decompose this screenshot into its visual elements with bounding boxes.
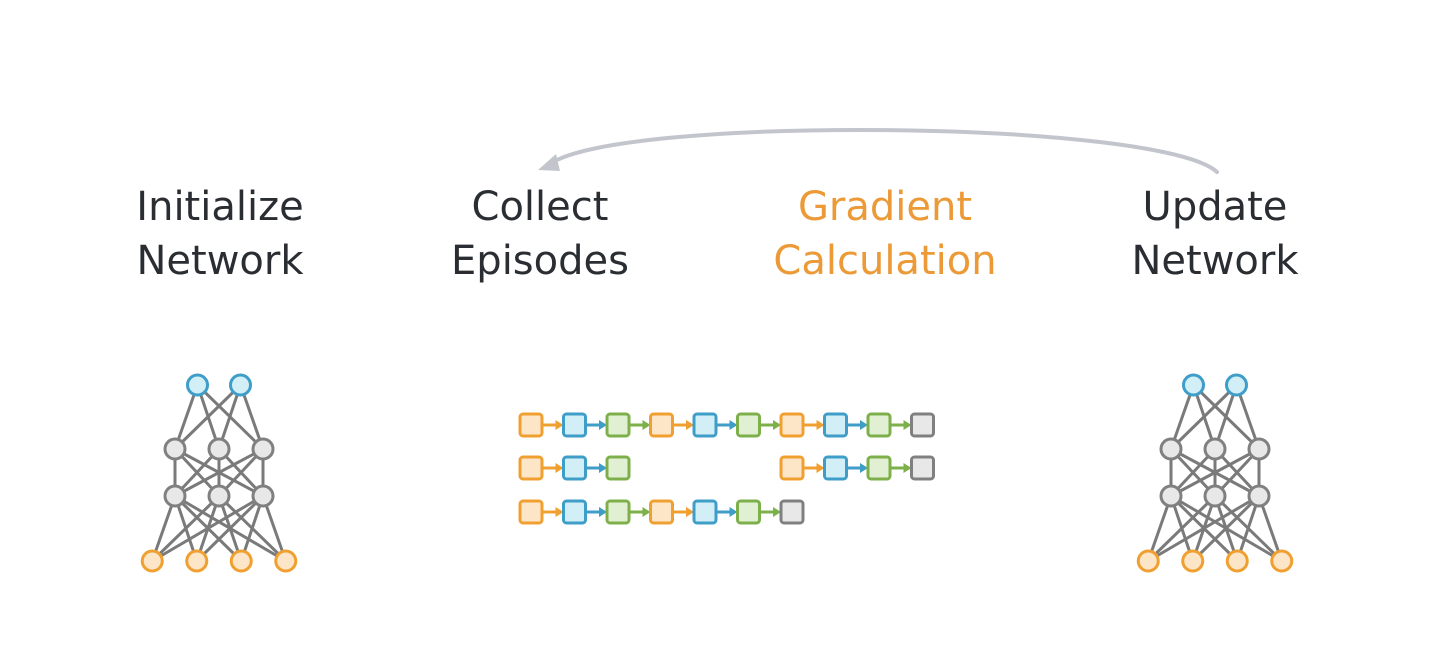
initial-network-edge xyxy=(151,494,264,563)
updated-network-node-hidden xyxy=(1203,437,1227,461)
initial-network-node-input xyxy=(140,549,164,573)
updated-network-edge xyxy=(1170,447,1260,498)
episode-step-green xyxy=(866,412,892,438)
step-update-network: Update Network xyxy=(1131,180,1298,288)
loop-arrow-line xyxy=(548,127,1219,174)
episode-arrow-head xyxy=(773,420,781,430)
episode-arrow-head xyxy=(816,463,825,473)
episode-step-orange xyxy=(649,412,674,438)
initial-network-node-hidden xyxy=(163,484,187,508)
updated-network-edge xyxy=(1169,383,1238,451)
episode-step-green xyxy=(736,499,761,525)
initial-network-edge xyxy=(173,383,242,451)
episodes-diagram xyxy=(518,412,935,525)
step-collect-line2: Episodes xyxy=(451,238,629,284)
initial-network-edge xyxy=(151,494,221,563)
network-initial xyxy=(140,373,298,573)
updated-network-node-hidden xyxy=(1159,437,1183,461)
episode-step-green xyxy=(605,412,631,438)
episode-arrow-head xyxy=(729,507,738,517)
initial-network-node-output xyxy=(186,373,209,397)
initial-network-edge xyxy=(195,494,265,563)
episode-arrow-head xyxy=(555,420,564,430)
updated-network-node-input xyxy=(1225,549,1249,573)
initial-network-edge xyxy=(174,447,264,498)
initial-network-node-hidden xyxy=(207,437,231,461)
initial-network-edges xyxy=(150,383,288,563)
episode-step-blue xyxy=(823,455,848,481)
initial-network-node-input xyxy=(185,549,209,573)
episode-arrow-head xyxy=(816,420,825,430)
episode-step-gray xyxy=(910,412,935,438)
step-gradient-line1: Gradient xyxy=(797,184,973,230)
episode-arrow-head xyxy=(555,463,564,473)
initial-network-node-hidden xyxy=(163,437,187,461)
episode-arrow-head xyxy=(599,463,607,473)
episode-step-blue xyxy=(562,455,587,481)
updated-network-edge xyxy=(1191,494,1261,563)
initial-network-node-input xyxy=(274,549,298,573)
episode-step-green xyxy=(605,499,631,525)
updated-network-edge xyxy=(1147,494,1260,563)
step-update-line2: Network xyxy=(1131,238,1299,284)
initial-network-node-hidden xyxy=(251,484,275,508)
initial-network-node-hidden xyxy=(251,437,275,461)
loop-arrow xyxy=(538,127,1219,174)
episode-step-blue xyxy=(562,412,587,438)
episode-step-orange xyxy=(779,412,805,438)
episode-arrow-head xyxy=(599,507,607,517)
episode-arrow-head xyxy=(903,420,912,430)
episode-step-green xyxy=(866,455,892,481)
step-gradient-line2: Calculation xyxy=(773,238,997,284)
episode-step-orange xyxy=(518,412,544,438)
step-collect-episodes: Collect Episodes xyxy=(451,180,629,288)
episode-arrow-head xyxy=(773,507,781,517)
updated-network-node-hidden xyxy=(1247,437,1271,461)
step-initialize-line2: Network xyxy=(136,238,304,284)
updated-network-node-input xyxy=(1270,549,1294,573)
episode-step-gray xyxy=(910,455,935,481)
episode-arrow-head xyxy=(555,507,564,517)
episode-step-orange xyxy=(518,499,544,525)
step-update-line1: Update xyxy=(1142,184,1288,230)
updated-network-edges xyxy=(1146,383,1284,563)
step-collect-line1: Collect xyxy=(471,184,609,230)
step-initialize-network: Initialize Network xyxy=(136,180,303,288)
episode-step-green xyxy=(605,455,631,481)
updated-network-node-input xyxy=(1181,549,1205,573)
episode-arrow-head xyxy=(903,463,912,473)
updated-network-node-input xyxy=(1136,549,1160,573)
initial-network-node-hidden xyxy=(207,484,231,508)
episode-arrow-head xyxy=(686,420,694,430)
loop-arrow-head xyxy=(538,154,560,171)
episode-arrow-head xyxy=(729,420,738,430)
step-initialize-line1: Initialize xyxy=(136,184,304,230)
episode-step-orange xyxy=(649,499,674,525)
episode-step-blue xyxy=(692,499,718,525)
updated-network-node-hidden xyxy=(1203,484,1227,508)
updated-network-node-hidden xyxy=(1247,484,1271,508)
episode-step-blue xyxy=(692,412,718,438)
episode-arrow-head xyxy=(642,420,651,430)
episode-arrow-head xyxy=(860,420,868,430)
episode-arrow-head xyxy=(642,507,651,517)
episode-step-green xyxy=(736,412,761,438)
initial-network-node-output xyxy=(229,373,252,397)
updated-network-node-output xyxy=(1225,373,1248,397)
episode-step-orange xyxy=(779,455,805,481)
step-gradient-calculation: Gradient Calculation xyxy=(773,180,996,288)
updated-network-edge xyxy=(1147,494,1217,563)
episode-arrow-head xyxy=(599,420,607,430)
episode-step-gray xyxy=(779,499,805,525)
episode-step-blue xyxy=(823,412,848,438)
episode-step-orange xyxy=(518,455,544,481)
episode-arrow-head xyxy=(686,507,694,517)
initial-network-node-input xyxy=(229,549,253,573)
updated-network-node-output xyxy=(1182,373,1205,397)
episode-arrow-head xyxy=(860,463,868,473)
episode-step-blue xyxy=(562,499,587,525)
network-updated xyxy=(1136,373,1294,573)
updated-network-node-hidden xyxy=(1159,484,1183,508)
